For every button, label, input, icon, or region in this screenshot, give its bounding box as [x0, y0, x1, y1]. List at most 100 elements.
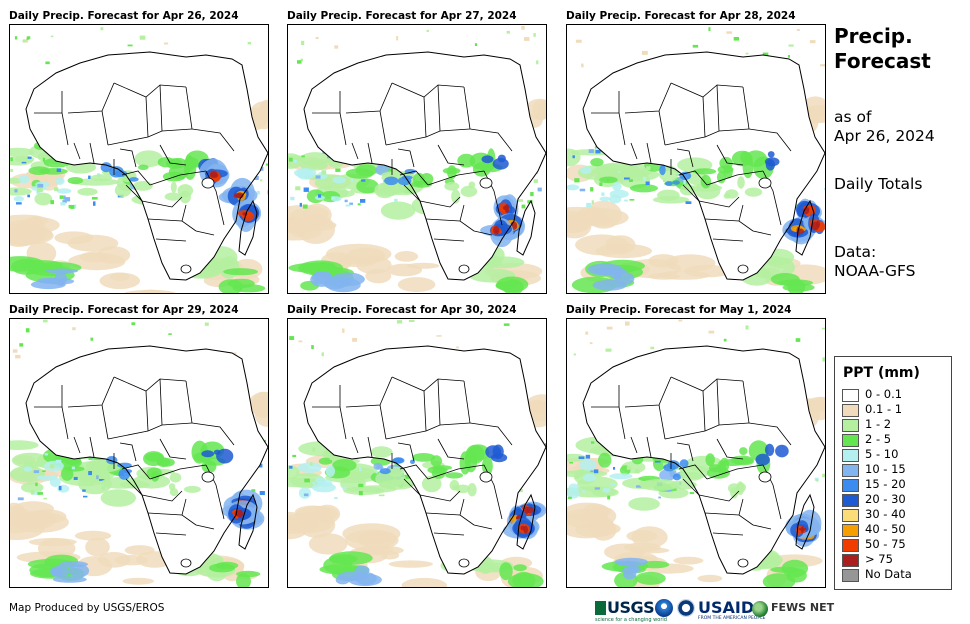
lake-victoria [758, 177, 772, 189]
country-border [89, 142, 95, 164]
legend-label: 50 - 75 [865, 537, 906, 551]
legend-swatch [842, 419, 859, 432]
country-border [742, 380, 750, 424]
country-border [473, 230, 493, 236]
fews-globe-icon [752, 601, 768, 617]
country-border [630, 142, 638, 160]
legend-item: 0.1 - 1 [842, 402, 948, 417]
country-border [385, 128, 471, 146]
country-border [159, 84, 163, 132]
madagascar-coastline [238, 493, 258, 550]
country-border [712, 238, 744, 242]
country-border [463, 380, 471, 424]
country-border [678, 464, 708, 480]
legend-title: PPT (mm) [843, 365, 920, 381]
country-border [423, 96, 427, 138]
country-border [459, 498, 465, 516]
country-border [159, 378, 163, 426]
fews-net-logo: FEWS NET [771, 601, 835, 614]
lesotho-outline [458, 264, 470, 274]
lesotho-outline [180, 558, 192, 568]
country-border [630, 436, 638, 454]
country-border [191, 128, 235, 152]
country-border [419, 196, 461, 208]
usaid-seal-icon [677, 599, 695, 617]
country-border [391, 82, 465, 98]
legend-item: 5 - 10 [842, 447, 948, 462]
country-border [762, 170, 782, 226]
forecast-panel-6: Daily Precip. Forecast for May 1, 2024 [566, 304, 826, 588]
country-border [752, 524, 772, 530]
country-border [437, 144, 465, 166]
country-border [483, 170, 503, 226]
country-border [682, 478, 700, 496]
madagascar-coastline [795, 199, 815, 256]
forecast-panel-4: Daily Precip. Forecast for Apr 29, 2024 [9, 304, 269, 588]
panel-title: Daily Precip. Forecast for May 1, 2024 [566, 304, 792, 316]
country-border [107, 128, 193, 146]
country-border [397, 148, 415, 168]
country-border [101, 110, 109, 146]
panel-title: Daily Precip. Forecast for Apr 29, 2024 [9, 304, 239, 316]
country-border [437, 438, 465, 460]
country-border [742, 86, 750, 130]
country-border [670, 82, 744, 98]
legend-item: 15 - 20 [842, 477, 948, 492]
as-of-block: as of Apr 26, 2024 [834, 108, 935, 146]
lesotho-outline [737, 558, 749, 568]
country-border [664, 128, 750, 146]
usgs-logo: USGS [595, 598, 655, 617]
country-border [119, 148, 137, 168]
country-border [145, 390, 149, 432]
legend-swatch [842, 554, 859, 567]
country-border [379, 404, 387, 440]
legend-swatch [842, 389, 859, 402]
coastline [303, 345, 546, 575]
legend-label: 15 - 20 [865, 477, 906, 491]
country-border [149, 170, 207, 186]
precip-map [9, 318, 269, 588]
country-border [618, 406, 626, 440]
lake-victoria [758, 471, 772, 483]
country-border [716, 84, 720, 132]
country-border [195, 524, 215, 530]
legend-item: 50 - 75 [842, 537, 948, 552]
country-border [469, 422, 513, 446]
country-border [646, 436, 652, 458]
madagascar-landmass [517, 201, 535, 255]
country-border [125, 184, 143, 202]
legend-item: No Data [842, 567, 948, 582]
precip-map [9, 24, 269, 294]
credit-text: Map Produced by USGS/EROS [9, 602, 165, 614]
forecast-panel-3: Daily Precip. Forecast for Apr 28, 2024 [566, 10, 826, 294]
country-border [149, 464, 207, 480]
daily-totals-label: Daily Totals [834, 175, 923, 193]
panel-title: Daily Precip. Forecast for Apr 26, 2024 [9, 10, 239, 22]
legend-label: 40 - 50 [865, 522, 906, 536]
country-border [113, 376, 187, 392]
country-border [716, 378, 720, 426]
country-border [403, 184, 421, 202]
country-border [676, 442, 694, 462]
country-border [61, 112, 69, 146]
country-border [676, 148, 694, 168]
usgs-mark-icon [595, 601, 606, 615]
africa-map-svg [288, 25, 546, 293]
legend-swatch [842, 434, 859, 447]
country-border [433, 238, 465, 242]
country-border [427, 464, 485, 480]
country-border [419, 490, 461, 502]
country-border [433, 532, 465, 536]
africa-map-svg [10, 319, 268, 587]
country-border [385, 422, 471, 440]
country-border [748, 422, 792, 446]
country-border [706, 170, 764, 186]
country-border [469, 128, 513, 152]
africa-map-svg [10, 27, 268, 293]
legend-item: 40 - 50 [842, 522, 948, 537]
legend-item: > 75 [842, 552, 948, 567]
country-border [423, 390, 427, 432]
country-border [698, 196, 740, 208]
legend-item: 2 - 5 [842, 432, 948, 447]
